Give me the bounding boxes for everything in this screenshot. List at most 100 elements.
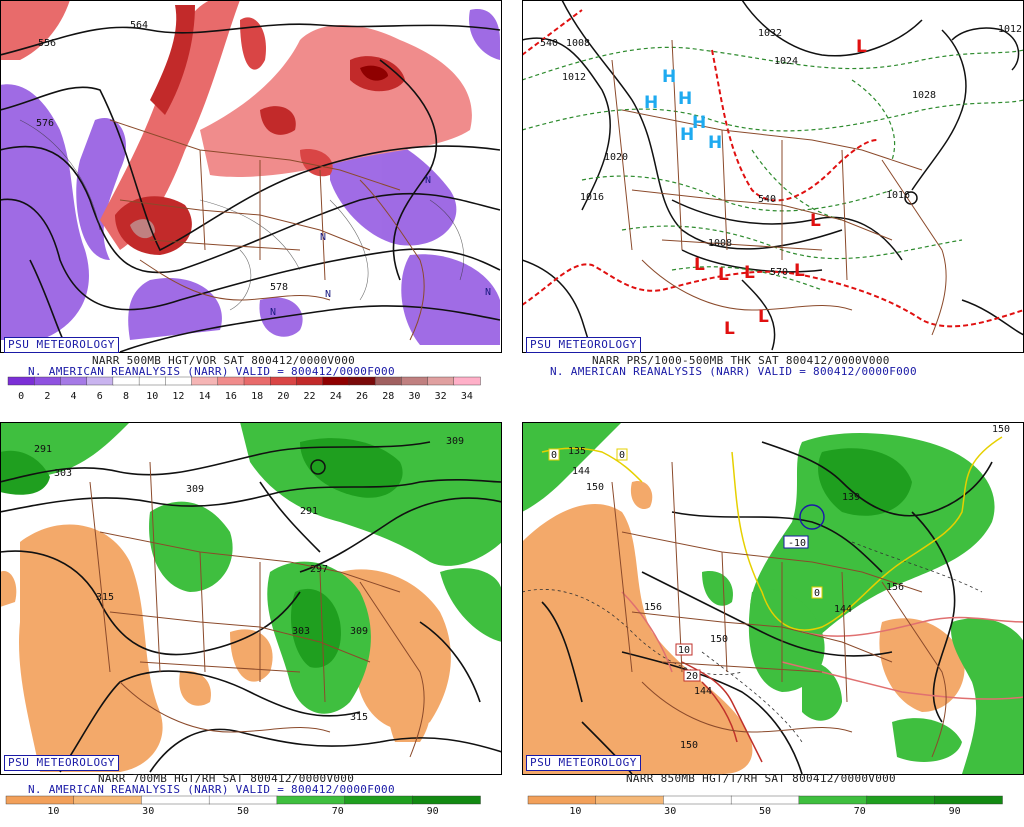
contour-labels: 291 303 309 309 291 297 315 303 309 315 xyxy=(34,436,464,723)
low-marker: L xyxy=(856,37,867,57)
colorbar-tick-label: 30 xyxy=(664,806,676,817)
high-marker: H xyxy=(662,67,676,87)
map-850mb: 135 144 150 139 -10 156 150 144 156 150 … xyxy=(522,422,1024,817)
colorbar-swatch xyxy=(798,795,868,805)
contour-labels: 135 144 150 139 -10 156 150 144 156 150 … xyxy=(548,424,1010,751)
rh-colorbar-ticks: 10 30 50 70 90 xyxy=(569,806,960,817)
contour-label: 150 xyxy=(586,482,604,493)
contour-label: 564 xyxy=(130,20,148,31)
contour-label: 309 xyxy=(350,626,368,637)
colorbar-tick-label: 30 xyxy=(142,806,154,817)
colorbar-tick-label: 22 xyxy=(304,391,316,402)
colorbar-tick-label: 34 xyxy=(461,391,473,402)
min-marker: N xyxy=(320,232,326,243)
colorbar-swatch xyxy=(217,376,245,386)
high-marker: H xyxy=(680,125,694,145)
colorbar-swatch xyxy=(412,795,481,805)
contour-label: 1032 xyxy=(758,28,782,39)
colorbar-swatch xyxy=(165,376,193,386)
colorbar-swatch xyxy=(527,795,597,805)
contour-label: 150 xyxy=(710,634,728,645)
colorbar-swatch xyxy=(276,795,346,805)
contour-label: 135 xyxy=(568,446,586,457)
contour-label: 315 xyxy=(96,592,114,603)
colorbar-tick-label: 28 xyxy=(382,391,394,402)
colorbar-swatch xyxy=(663,795,732,805)
contour-label: 315 xyxy=(350,712,368,723)
rh-colorbar-ticks: 10 30 50 70 90 xyxy=(47,806,438,817)
colorbar-swatch xyxy=(5,795,75,805)
contour-label: 291 xyxy=(300,506,318,517)
colorbar-swatch xyxy=(86,376,114,386)
colorbar-tick-label: 20 xyxy=(277,391,289,402)
panel-pressure-thickness: H H H H H H L L L L L L L L 540 1008 101… xyxy=(522,0,1024,405)
contour-label: 540 xyxy=(540,38,558,49)
colorbar-swatch xyxy=(453,376,481,386)
contour-label: 144 xyxy=(694,686,712,697)
colorbar-swatch xyxy=(730,795,800,805)
temp-label-box: -10 xyxy=(783,535,809,549)
temperature-contours xyxy=(522,541,983,743)
contour-label: 556 xyxy=(38,38,56,49)
contour-label: 20 xyxy=(686,671,698,682)
min-marker: N xyxy=(325,289,331,300)
contour-label: 309 xyxy=(446,436,464,447)
thickness-540 xyxy=(522,9,1024,328)
temp-label-box: 10 xyxy=(675,643,693,656)
colorbar-swatch xyxy=(427,376,455,386)
height-contours xyxy=(0,23,501,353)
colorbar-tick-label: 70 xyxy=(332,806,344,817)
colorbar-tick-label: 10 xyxy=(569,806,581,817)
low-marker: L xyxy=(794,261,805,281)
contour-label: 540 xyxy=(758,194,776,205)
colorbar-swatch xyxy=(141,795,210,805)
contour-label: 291 xyxy=(34,444,52,455)
high-marker: H xyxy=(644,93,658,113)
contour-label: 1016 xyxy=(580,192,604,203)
vorticity-minima: N N N N N xyxy=(270,175,491,318)
temp-label-box: 0 xyxy=(616,448,628,461)
colorbar-tick-label: 50 xyxy=(759,806,771,817)
contour-label: 576 xyxy=(36,118,54,129)
panel-500mb-vorticity: 556 564 576 578 N N N N N 0 2 4 6 8 10 12 14 16 1… xyxy=(0,0,502,405)
colorbar-swatch xyxy=(138,376,167,386)
contour-label: 570 xyxy=(770,267,788,278)
high-marker: H xyxy=(678,89,692,109)
political-borders xyxy=(611,461,947,758)
colorbar-swatch xyxy=(866,795,935,805)
low-marker: L xyxy=(744,263,755,283)
colorbar-swatch xyxy=(34,376,62,386)
valid-caption: N. AMERICAN REANALYSIS (NARR) VALID = 80… xyxy=(550,365,917,378)
vorticity-colorbar xyxy=(7,376,481,386)
colorbar-tick-label: 32 xyxy=(435,391,447,402)
contour-label: 144 xyxy=(572,466,590,477)
psu-badge: PSU METEOROLOGY xyxy=(4,337,119,353)
contour-label: 1008 xyxy=(708,238,732,249)
panel-850mb-temp-rh: 135 144 150 139 -10 156 150 144 156 150 … xyxy=(522,422,1024,827)
colorbar-swatch xyxy=(322,376,350,386)
colorbar-swatch xyxy=(208,795,278,805)
contour-labels: 540 1008 1012 1032 1024 1020 1016 1016 1… xyxy=(540,24,1022,278)
vorticity-colorbar-ticks: 0 2 4 6 8 10 12 14 16 18 20 22 24 26 28 30 32 34 xyxy=(18,391,473,402)
colorbar-swatch xyxy=(934,795,1003,805)
high-marker: H xyxy=(708,133,722,153)
colorbar-tick-label: 30 xyxy=(408,391,420,402)
contour-label: 156 xyxy=(886,582,904,593)
vorticity-contours xyxy=(19,119,464,311)
colorbar-tick-label: 14 xyxy=(199,391,211,402)
low-marker: L xyxy=(810,211,821,231)
min-marker: N xyxy=(270,307,276,318)
rh-dry xyxy=(522,481,965,774)
low-marker: L xyxy=(718,265,729,285)
colorbar-swatch xyxy=(7,376,35,386)
map-caption: NARR 700MB HGT/RH SAT 800412/0000V000 xyxy=(98,772,355,785)
rh-moist xyxy=(0,422,502,714)
contour-label: 1012 xyxy=(562,72,586,83)
panel-700mb-rh: 291 303 309 309 291 297 315 303 309 315 … xyxy=(0,422,502,827)
temp-label-box: 0 xyxy=(548,448,560,461)
colorbar-tick-label: 70 xyxy=(854,806,866,817)
contour-label: 303 xyxy=(54,468,72,479)
high-marker: H xyxy=(692,113,706,133)
colorbar-swatch xyxy=(270,376,298,386)
valid-caption: N. AMERICAN REANALYSIS (NARR) VALID = 80… xyxy=(28,365,395,378)
